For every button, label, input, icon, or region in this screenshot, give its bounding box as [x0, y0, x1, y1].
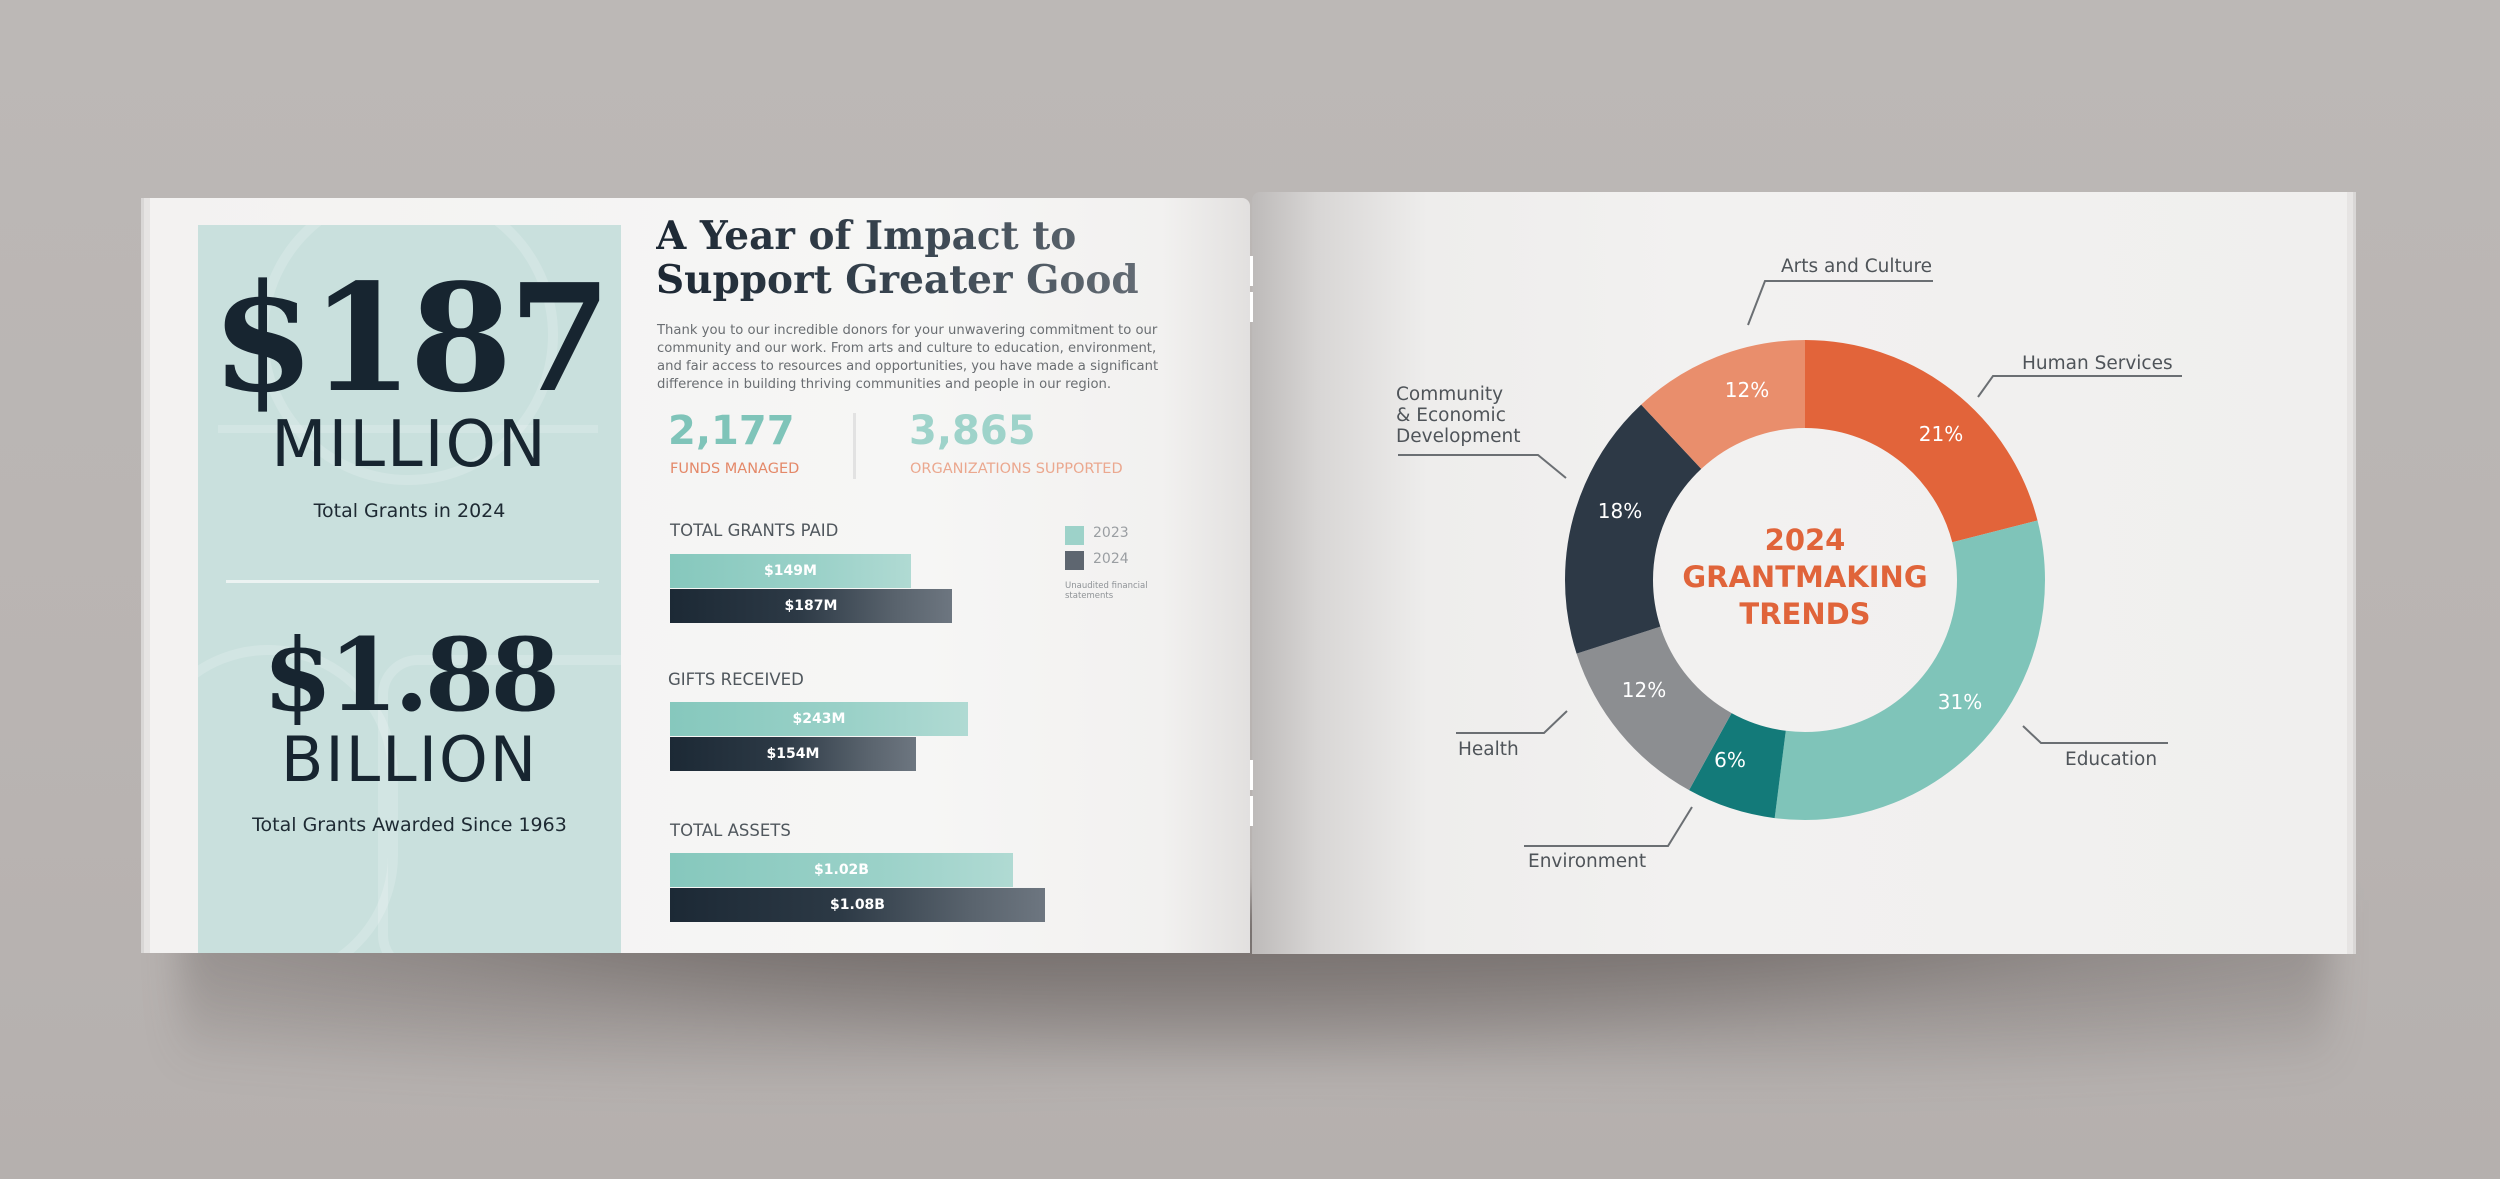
segment-arts-culture [1565, 340, 2045, 820]
panel-divider [226, 580, 599, 583]
bar-group-title: TOTAL ASSETS [670, 821, 791, 840]
label-community: Community & Economic Development [1396, 384, 1521, 447]
label-human-services: Human Services [2022, 353, 2173, 374]
bar-2023: $149M [670, 554, 911, 588]
staple [1250, 292, 1253, 322]
center-title-line-3: TRENDS [1739, 597, 1871, 631]
center-title-line-1: 2024 [1764, 523, 1846, 557]
decorative-pattern [258, 225, 558, 485]
stat-separator [853, 413, 856, 479]
donut-center-title: 2024 GRANTMAKING TRENDS [1640, 522, 1970, 633]
stat-orgs-label: ORGANIZATIONS SUPPORTED [910, 461, 1123, 477]
legend-swatch-2023 [1065, 526, 1084, 545]
pct-health: 12% [1622, 678, 1666, 702]
decorative-pattern [218, 425, 598, 433]
grantmaking-donut-chart: 21% 31% 6% 12% 18% 12% [1565, 340, 2045, 820]
center-title-line-2: GRANTMAKING [1682, 560, 1928, 594]
grants-2024-caption: Total Grants in 2024 [313, 500, 506, 522]
grants-total-unit: BILLION [280, 723, 539, 796]
pct-human-services: 21% [1919, 422, 1963, 446]
title-line-2: Support Greater Good [656, 257, 1139, 303]
label-health: Health [1458, 739, 1519, 760]
legend-swatch-2024 [1065, 551, 1084, 570]
legend-label-2024: 2024 [1093, 551, 1129, 567]
label-environment: Environment [1528, 851, 1647, 872]
pct-community: 18% [1598, 499, 1642, 523]
bar-group-title: TOTAL GRANTS PAID [670, 521, 839, 540]
pct-arts-culture: 12% [1725, 378, 1769, 402]
segment-education [1565, 340, 2045, 820]
label-arts-culture: Arts and Culture [1781, 256, 1933, 277]
grants-total-caption: Total Grants Awarded Since 1963 [252, 814, 567, 836]
legend-note: Unaudited financial statements [1065, 581, 1148, 601]
bar-2024: $1.08B [670, 888, 1045, 922]
bar-2023: $1.02B [670, 853, 1013, 887]
staple [1250, 760, 1253, 790]
page-title: A Year of Impact to Support Greater Good [656, 214, 1176, 302]
bar-group-title: GIFTS RECEIVED [668, 670, 804, 689]
pct-education: 31% [1938, 690, 1982, 714]
bar-2024: $187M [670, 589, 952, 623]
staple [1250, 796, 1253, 826]
label-education: Education [2065, 749, 2158, 770]
grants-2024-unit: MILLION [271, 408, 548, 482]
legend-label-2023: 2023 [1093, 525, 1129, 541]
bar-2023: $243M [670, 702, 968, 736]
stat-funds-value: 2,177 [668, 408, 795, 454]
title-line-1: A Year of Impact to [656, 213, 1077, 259]
pct-environment: 6% [1714, 748, 1746, 772]
decorative-pattern [198, 645, 398, 953]
intro-paragraph: Thank you to our incredible donors for y… [657, 323, 1159, 392]
decorative-pattern [378, 655, 621, 953]
grants-total-amount: $1.88 [262, 616, 560, 734]
staple [1250, 256, 1253, 286]
stat-funds-label: FUNDS MANAGED [670, 461, 800, 477]
grants-2024-amount: $187 [211, 251, 612, 425]
bar-2024: $154M [670, 737, 916, 771]
segment-community [1565, 340, 2045, 820]
stat-orgs-value: 3,865 [909, 408, 1036, 454]
highlight-panel: $187 MILLION Total Grants in 2024 $1.88 … [198, 225, 621, 953]
